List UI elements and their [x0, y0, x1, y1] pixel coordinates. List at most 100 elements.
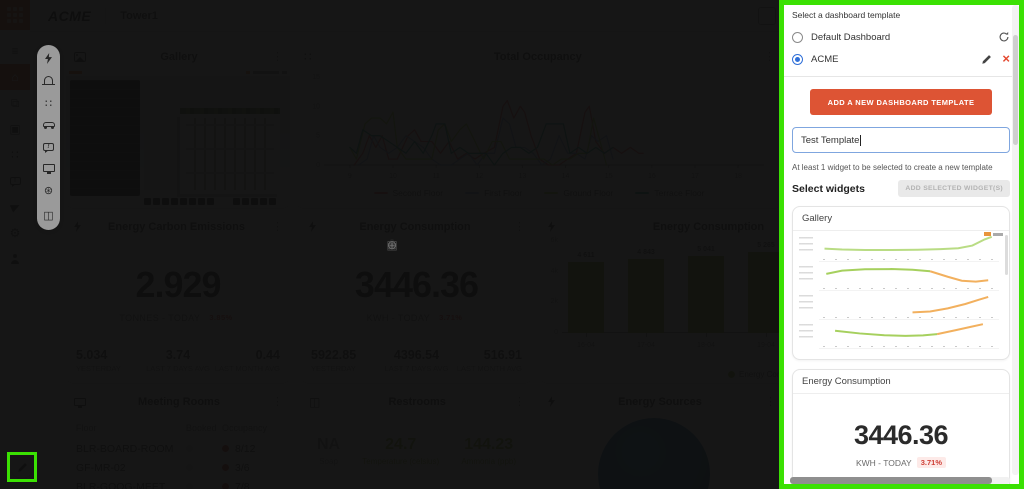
kpi-stat: 0.44 LAST MONTH AVG [212, 348, 280, 373]
svg-text:10: 10 [312, 103, 320, 110]
legend-item[interactable]: Ground Floor [544, 188, 613, 198]
table-row[interactable]: BLR-BOARD-ROOM 8/12 [76, 439, 280, 458]
edit-icon[interactable] [981, 54, 992, 65]
quick-feedback[interactable] [42, 142, 56, 153]
template-option[interactable]: Default Dashboard [792, 26, 1010, 48]
carbon-delta-badge: 3.85% [205, 312, 237, 323]
quick-occupancy[interactable]: ∷ [42, 97, 56, 110]
viewer-toolbar-left[interactable] [144, 198, 214, 205]
sidebar-item-user-badge[interactable] [0, 246, 30, 272]
radio-button[interactable] [792, 53, 803, 65]
preview-chart-row [799, 291, 999, 320]
occupancy-legend: Second Floor First Floor Ground Floor Terra… [296, 181, 782, 205]
bar[interactable] [628, 259, 664, 333]
energy-widget-preview: 3446.36 KWH - TODAY 3.71% [793, 394, 1009, 489]
quick-air[interactable]: ⊛ [42, 184, 56, 197]
mini-x-axis [823, 258, 997, 260]
meeting-screen-icon [42, 163, 55, 174]
sidebar-item-occupancy[interactable]: ∷ [0, 142, 30, 168]
table-row[interactable]: BLR-GOOG-MEET 7/8 [76, 477, 280, 489]
quick-alerts[interactable] [42, 76, 56, 86]
bar-x-tick [766, 333, 767, 337]
legend-item[interactable]: First Floor [465, 188, 522, 198]
table-row[interactable]: GF-MR-02 3/6 [76, 458, 280, 477]
sidebar-item-devices[interactable]: ▣ [0, 116, 30, 142]
kebab-menu-icon[interactable]: ⋮ [272, 221, 283, 233]
sidebar-item-monitoring[interactable]: ⚙ [0, 220, 30, 246]
widget-unit: KWH - TODAY 3.71% [793, 457, 1009, 468]
kebab-menu-icon[interactable]: ⋮ [514, 396, 525, 408]
template-option[interactable]: ACME × [792, 48, 1010, 70]
svg-text:9: 9 [348, 173, 352, 180]
viewer-toolbar-right[interactable] [233, 198, 276, 205]
delete-icon[interactable]: × [1002, 51, 1010, 66]
occupancy-value: 8/12 [235, 442, 256, 455]
app-logo-icon[interactable] [0, 0, 30, 30]
card-gallery: Gallery ⋮ [66, 45, 290, 208]
add-selected-widgets-button[interactable]: ADD SELECTED WIDGET(S) [898, 180, 1010, 197]
mini-y-axis [799, 324, 813, 342]
mini-y-axis [799, 237, 813, 255]
kebab-menu-icon[interactable]: ⋮ [272, 51, 283, 63]
preview-chart-row [799, 233, 999, 262]
viewer-brand-tag [69, 71, 82, 74]
metric-value: 24.7 [385, 436, 417, 453]
bolt-icon [45, 53, 52, 64]
viewer-layers-panel[interactable] [70, 80, 140, 196]
kebab-menu-icon[interactable]: ⋮ [514, 221, 525, 233]
legend-item[interactable]: Second Floor [373, 188, 443, 198]
card-total-occupancy: ∷ Total Occupancy ⋮ 0 5 10 15 9 10 11 12 13 14 15 1… [296, 45, 782, 208]
bar-x-label: 19-04 [757, 342, 775, 349]
kebab-menu-icon[interactable]: ⋮ [764, 51, 775, 63]
quick-energy[interactable] [42, 53, 56, 64]
svg-text:15: 15 [312, 74, 320, 81]
quick-restrooms[interactable]: ◫ [42, 209, 56, 222]
sidebar-item-feedback[interactable] [0, 168, 30, 194]
card-restrooms: ◫ Restrooms ⋮ NA Soap 24.7 Temperature (cel… [301, 390, 532, 489]
widget-option-energy-consumption[interactable]: Energy Consumption 3446.36 KWH - TODAY 3… [792, 369, 1010, 489]
building-3d-viewer[interactable] [66, 69, 290, 208]
drawer-horizontal-scrollbar[interactable] [790, 477, 1010, 484]
header-action-button[interactable] [758, 7, 776, 25]
drawer-vertical-scrollbar[interactable] [1012, 5, 1019, 475]
add-template-button[interactable]: ADD A NEW DASHBOARD TEMPLATE [810, 89, 992, 115]
kebab-menu-icon[interactable]: ⋮ [272, 396, 283, 408]
template-name-input[interactable]: Test Template [792, 127, 1010, 153]
kpi-stat: 516.91 LAST MONTH AVG [452, 348, 522, 373]
preview-scrollbar[interactable] [1005, 235, 1008, 275]
legend-item[interactable]: Terrace Floor [635, 188, 704, 198]
energy-sources-pie[interactable] [598, 418, 710, 489]
widget-delta-badge: 3.71% [916, 457, 946, 468]
hamburger-icon: ≡ [11, 44, 19, 58]
bolt-icon [309, 221, 316, 232]
occupancy-value: 3/6 [235, 461, 250, 474]
quick-meeting-rooms[interactable] [42, 163, 56, 174]
radio-button[interactable] [792, 31, 803, 43]
svg-text:0: 0 [316, 162, 320, 169]
breadcrumb-divider [105, 7, 107, 24]
carbon-kpi-body: 2.929 TONNES - TODAY 3.85% 5.034 YESTERDA… [66, 239, 290, 383]
column-header: Floor [76, 423, 97, 433]
bar[interactable] [688, 256, 724, 333]
viewer-topbar [66, 69, 290, 76]
edit-dashboard-button[interactable] [11, 456, 33, 478]
bar[interactable] [568, 262, 604, 333]
consumption-delta-badge: 3.71% [435, 312, 467, 323]
sidebar-item-pages[interactable]: ⧉ [0, 90, 30, 116]
sidebar-item-send[interactable] [0, 194, 30, 220]
card-meeting-rooms: Meeting Rooms ⋮ Floor Booked Occupancy BLR-… [66, 390, 290, 489]
card-energy-sources: Energy Sources ⋮ [540, 390, 783, 489]
sidebar-item-home[interactable]: ⌂ [0, 64, 30, 90]
legend-dash [465, 192, 480, 194]
quick-parking[interactable] [42, 122, 56, 131]
card-title: Energy Consumption [652, 220, 765, 233]
menu-toggle[interactable]: ≡ [0, 38, 30, 64]
widget-option-gallery[interactable]: Gallery [792, 206, 1010, 360]
refresh-icon[interactable] [998, 31, 1010, 43]
bar-x-tick [706, 333, 707, 337]
bar[interactable] [748, 252, 784, 333]
mini-y-axis [799, 295, 813, 313]
kebab-menu-icon[interactable]: ⋮ [765, 396, 776, 408]
card-title: Meeting Rooms [138, 395, 220, 408]
